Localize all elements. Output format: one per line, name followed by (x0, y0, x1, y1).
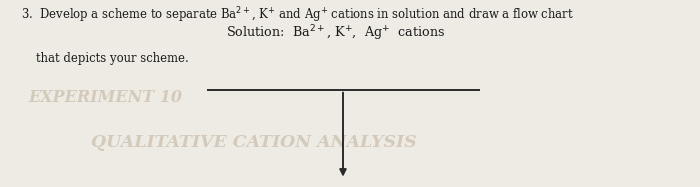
Text: 3.  Develop a scheme to separate Ba$^{2+}$, K$^{+}$ and Ag$^{+}$ cations in solu: 3. Develop a scheme to separate Ba$^{2+}… (21, 6, 574, 25)
Text: Solution:  Ba$^{2+}$, K$^{+}$,  Ag$^{+}$  cations: Solution: Ba$^{2+}$, K$^{+}$, Ag$^{+}$ c… (226, 24, 446, 43)
Text: EXPERIMENT 10: EXPERIMENT 10 (28, 89, 182, 106)
Text: QUALITATIVE CATION ANALYSIS: QUALITATIVE CATION ANALYSIS (91, 134, 416, 151)
Text: that depicts your scheme.: that depicts your scheme. (21, 52, 189, 65)
